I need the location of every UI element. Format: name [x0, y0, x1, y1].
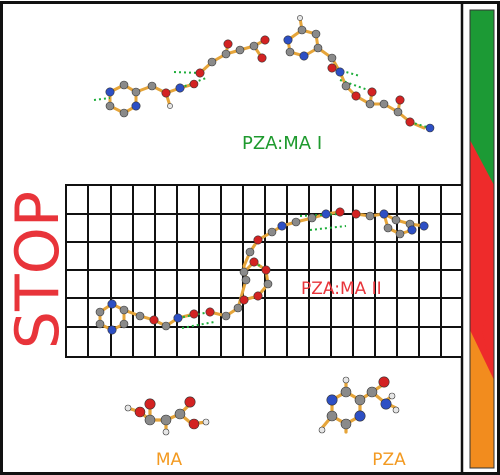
ma-label: MA [156, 450, 183, 470]
form2-label: PZA:MA II [301, 279, 382, 299]
form1-molecule [93, 15, 435, 133]
stability-bar [469, 9, 495, 469]
pza-label: PZA [372, 450, 406, 470]
form1-label: PZA:MA I [242, 133, 322, 154]
stop-label: STOP [3, 191, 73, 349]
ma-molecule [124, 396, 210, 436]
pza-molecule [318, 376, 400, 434]
stability-bar-outline [469, 9, 495, 469]
form2-molecule [95, 207, 429, 335]
stability-bar-orange [470, 330, 494, 468]
stability-bar-red-wedge [482, 300, 494, 380]
